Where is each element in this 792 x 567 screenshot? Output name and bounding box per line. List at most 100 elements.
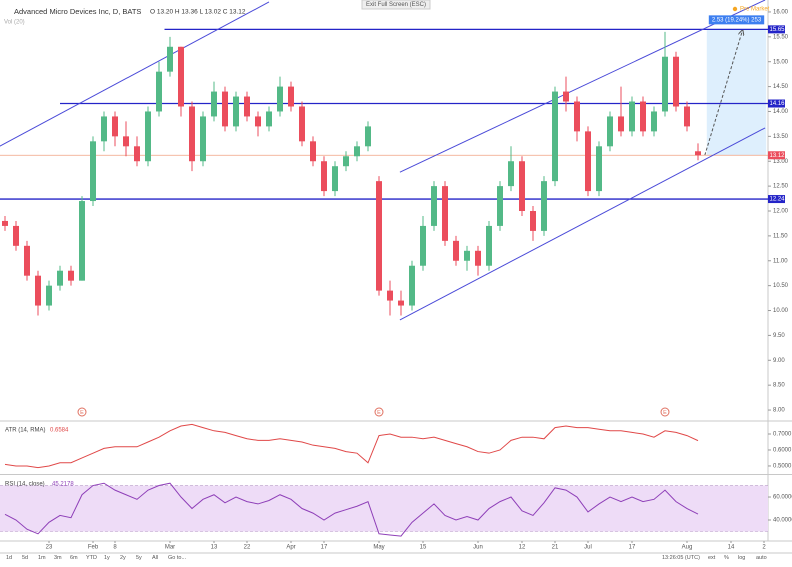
- candle-body: [211, 91, 217, 117]
- x-tick-label: 2: [762, 545, 766, 551]
- candle-body: [299, 106, 305, 142]
- indicator-value: 0.6584: [50, 428, 69, 434]
- candle-body: [2, 220, 8, 226]
- range-button[interactable]: 1y: [104, 555, 110, 561]
- candle-body: [167, 46, 173, 72]
- candle-body: [46, 285, 52, 306]
- range-button[interactable]: 1m: [38, 555, 46, 561]
- candle-body: [321, 161, 327, 192]
- y-tick-label: 0.6000: [773, 448, 792, 454]
- candle-body: [420, 225, 426, 266]
- y-tick-label: 10.00: [773, 308, 789, 314]
- candle-body: [398, 300, 404, 306]
- y-tick-label: 12.00: [773, 209, 789, 215]
- toolbar-option[interactable]: log: [738, 555, 745, 561]
- pre-market-icon: [732, 6, 738, 12]
- candle-body: [486, 225, 492, 266]
- level-label: 14.16: [770, 101, 786, 107]
- y-tick-label: 11.50: [773, 233, 788, 239]
- volume-label: Vol (20): [4, 20, 25, 26]
- x-tick-label: 14: [728, 545, 735, 551]
- candle-body: [68, 270, 74, 281]
- candle-body: [607, 116, 613, 147]
- x-tick-label: 23: [46, 545, 53, 551]
- candle-body: [200, 116, 206, 162]
- indicator-value: 45.2178: [52, 482, 74, 488]
- candle-body: [618, 116, 624, 132]
- toolbar-option[interactable]: %: [724, 555, 729, 561]
- level-label-bg: [768, 195, 785, 204]
- candle-body: [354, 146, 360, 157]
- indicator-name: ATR (14, RMA): [5, 428, 46, 434]
- candle-body: [134, 146, 140, 162]
- level-label: 12.24: [770, 197, 786, 203]
- event-marker[interactable]: [374, 407, 384, 417]
- candle-body: [508, 161, 514, 187]
- last-price-label-bg: [768, 151, 785, 160]
- candle-body: [651, 111, 657, 132]
- toolbar: 1d 5d 1m 3m 6m YTD 1y 2y 5y All Go to... 13:26:05 (…: [6, 555, 767, 561]
- candle-body: [574, 101, 580, 132]
- rsi-band: [0, 485, 768, 532]
- candle-body: [189, 106, 195, 162]
- candle-body: [90, 141, 96, 202]
- toolbar-option[interactable]: 13:26:05 (UTC): [662, 555, 700, 561]
- candle-body: [332, 166, 338, 192]
- candle-body: [684, 106, 690, 127]
- candle-body: [640, 101, 646, 132]
- projection-label: 2.53 (19.24%) 253: [712, 17, 762, 23]
- range-button[interactable]: 5y: [136, 555, 142, 561]
- range-button[interactable]: 1d: [6, 555, 12, 561]
- candle-body: [255, 116, 261, 127]
- range-button[interactable]: 2y: [120, 555, 126, 561]
- exit-button[interactable]: [361, 0, 431, 10]
- candle-body: [310, 141, 316, 162]
- candle-body: [178, 46, 184, 107]
- y-tick-label: 14.00: [773, 109, 789, 115]
- candle-body: [233, 96, 239, 127]
- y-tick-label: 9.50: [773, 333, 785, 339]
- candle-body: [530, 210, 536, 231]
- exit-fullscreen[interactable]: Exit Full Screen (ESC): [361, 0, 431, 10]
- candle-body: [244, 96, 250, 117]
- range-button[interactable]: All: [152, 555, 158, 561]
- candle-body: [13, 225, 19, 246]
- toolbar-option[interactable]: auto: [756, 555, 767, 561]
- candle-body: [112, 116, 118, 137]
- projection-box: [706, 29, 767, 156]
- candle-body: [695, 151, 701, 156]
- chart-title: Advanced Micro Devices Inc, D, BATS: [14, 7, 141, 16]
- range-button[interactable]: 3m: [54, 555, 62, 561]
- candle-body: [585, 131, 591, 192]
- x-tick-label: May: [373, 545, 384, 551]
- candle-body: [409, 265, 415, 306]
- range-button[interactable]: YTD: [86, 555, 97, 561]
- exit-label[interactable]: Exit Full Screen (ESC): [366, 2, 426, 8]
- candle-body: [453, 240, 459, 261]
- event-marker[interactable]: [77, 407, 87, 417]
- candle-body: [442, 186, 448, 241]
- toolbar-option[interactable]: ext: [708, 555, 716, 561]
- projection-label-bg: [708, 15, 765, 25]
- trend-line: [399, 127, 766, 321]
- range-button[interactable]: 6m: [70, 555, 78, 561]
- event-marker[interactable]: [660, 407, 670, 417]
- x-tick-label: 22: [244, 545, 251, 551]
- candle-body: [519, 161, 525, 211]
- range-button[interactable]: 5d: [22, 555, 28, 561]
- candle-body: [497, 186, 503, 226]
- indicator-name: RSI (14, close): [5, 482, 45, 488]
- projection-arrow: [704, 30, 743, 156]
- y-tick-label: 12.50: [773, 184, 789, 190]
- atr-pane: [4, 423, 699, 469]
- candle-body: [673, 56, 679, 107]
- candle-body: [343, 156, 349, 167]
- candle-body: [145, 111, 151, 162]
- y-tick-label: 9.00: [773, 358, 785, 364]
- candle-body: [123, 136, 129, 147]
- y-tick-label: 15.50: [773, 34, 789, 40]
- range-button[interactable]: Go to...: [168, 555, 187, 561]
- x-tick-label: 21: [552, 545, 559, 551]
- candle-body: [541, 181, 547, 231]
